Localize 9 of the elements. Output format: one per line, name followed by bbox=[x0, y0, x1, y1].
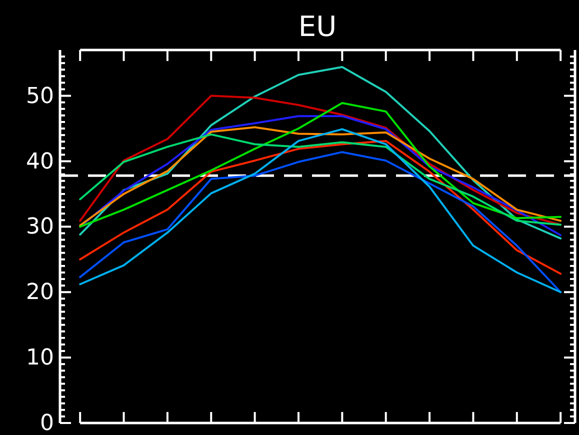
line-series bbox=[79, 140, 562, 275]
y-tick-label: 50 bbox=[26, 84, 54, 109]
y-tick-label: 10 bbox=[26, 346, 54, 371]
y-tick-label: 30 bbox=[26, 214, 54, 240]
y-tick-label: 40 bbox=[26, 149, 54, 174]
line-series bbox=[79, 66, 562, 240]
chart-title: EU bbox=[298, 10, 337, 43]
y-tick-label: 0 bbox=[40, 411, 54, 435]
y-tick-label: 20 bbox=[26, 280, 54, 306]
